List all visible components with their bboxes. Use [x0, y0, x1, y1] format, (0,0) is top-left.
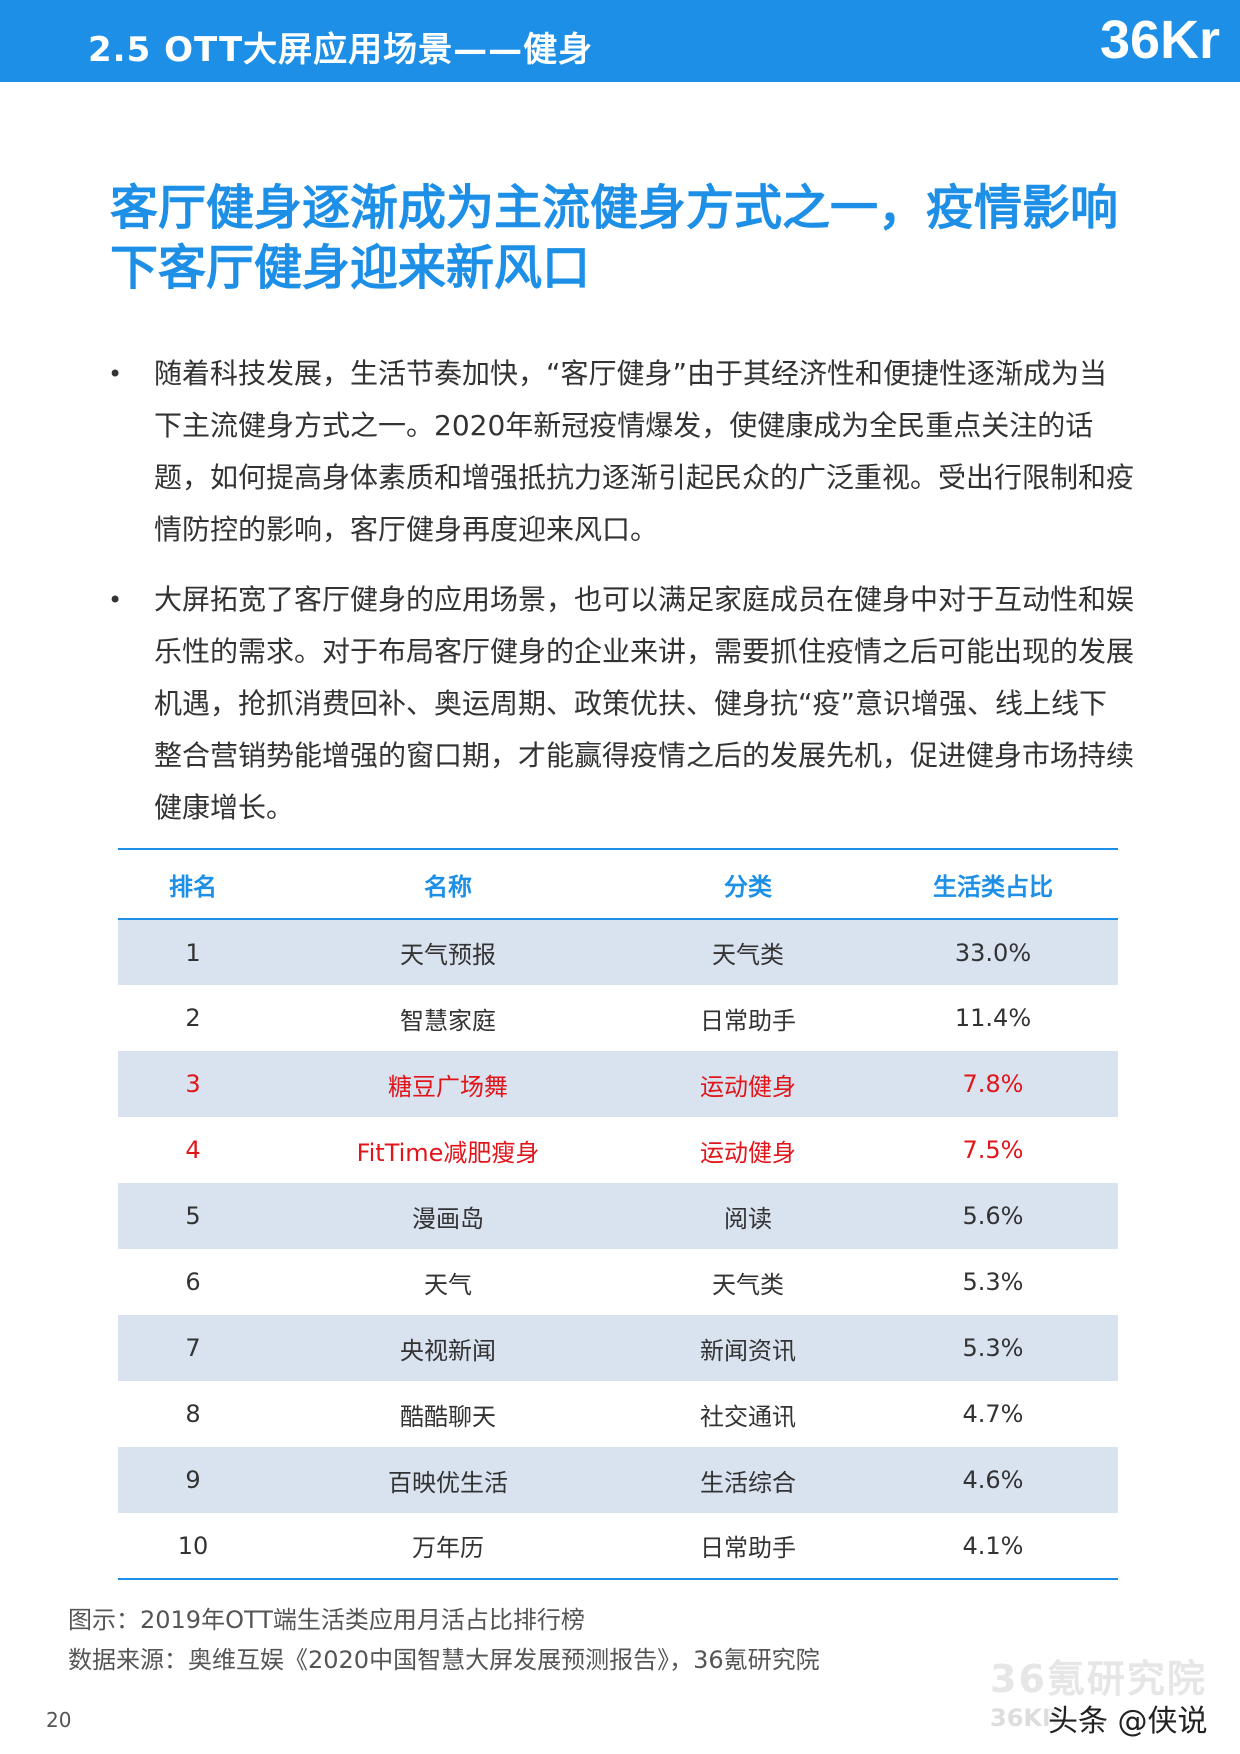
cell-rank: 9 [118, 1447, 268, 1513]
table-row: 10 万年历 日常助手 4.1% [118, 1513, 1118, 1579]
cell-rank: 8 [185, 1400, 201, 1428]
cell-name: 天气预报 [268, 919, 628, 985]
36kr-logo-icon: 36Kr [1100, 10, 1220, 70]
table-row: 9 百映优生活 生活综合 4.6% [118, 1447, 1118, 1513]
cell-share: 7.5% [962, 1136, 1024, 1164]
cell-share: 4.1% [962, 1531, 1024, 1560]
cell-share: 11.4% [954, 1004, 1032, 1032]
cell-share: 4.7% [962, 1400, 1024, 1428]
column-header-category: 分类 [628, 849, 868, 920]
cell-name: 天气 [424, 1270, 472, 1299]
cell-category: 社交通讯 [700, 1402, 796, 1431]
cell-category: 天气类 [628, 919, 868, 985]
table-row: 8 酷酷聊天 社交通讯 4.7% [118, 1381, 1118, 1447]
cell-category: 天气类 [712, 1270, 784, 1299]
cell-rank: 6 [185, 1268, 201, 1296]
cell-category: 运动健身 [628, 1051, 868, 1117]
caption-figure: 图示：2019年OTT端生活类应用月活占比排行榜 [68, 1606, 585, 1634]
cell-category: 日常助手 [700, 1006, 796, 1035]
column-header-name: 名称 [268, 849, 628, 920]
social-watermark: 头条 @侠说 [1048, 1696, 1208, 1740]
column-header-share: 生活类占比 [868, 849, 1118, 920]
bullet-list: • 随着科技发展，生活节奏加快，“客厅健身”由于其经济性和便捷性逐渐成为当下主流… [104, 348, 1134, 852]
cell-name: FitTime减肥瘦身 [356, 1138, 540, 1167]
cell-category: 日常助手 [700, 1534, 796, 1562]
bullet-dot-icon: • [108, 586, 123, 614]
watermark-text: 36氪研究院 [990, 1657, 1207, 1701]
cell-category: 阅读 [628, 1183, 868, 1249]
page-title: 客厅健身逐渐成为主流健身方式之一，疫情影响下客厅健身迎来新风口 [110, 180, 1119, 296]
cell-name: 糖豆广场舞 [268, 1051, 628, 1117]
table-row: 5 漫画岛 阅读 5.6% [118, 1183, 1118, 1249]
cell-rank: 3 [118, 1051, 268, 1117]
cell-category: 新闻资讯 [628, 1315, 868, 1381]
caption-source: 数据来源：奥维互娱《2020中国智慧大屏发展预测报告》，36氪研究院 [68, 1646, 820, 1674]
bullet-text: 随着科技发展，生活节奏加快，“客厅健身”由于其经济性和便捷性逐渐成为当下主流健身… [154, 357, 1135, 546]
cell-name: 百映优生活 [268, 1447, 628, 1513]
cell-name: 央视新闻 [268, 1315, 628, 1381]
cell-share: 33.0% [868, 919, 1118, 985]
column-header-rank: 排名 [118, 849, 268, 920]
cell-rank: 7 [118, 1315, 268, 1381]
section-title: 2.5 OTT大屏应用场景——健身 [88, 30, 594, 70]
bullet-text: 大屏拓宽了客厅健身的应用场景，也可以满足家庭成员在健身中对于互动性和娱乐性的需求… [154, 583, 1135, 824]
table-row: 1 天气预报 天气类 33.0% [118, 919, 1118, 985]
table-row-highlighted: 4 FitTime减肥瘦身 运动健身 7.5% [118, 1117, 1118, 1183]
figure-caption: 图示：2019年OTT端生活类应用月活占比排行榜 数据来源：奥维互娱《2020中… [68, 1600, 820, 1680]
table-row: 7 央视新闻 新闻资讯 5.3% [118, 1315, 1118, 1381]
cell-name: 万年历 [412, 1534, 484, 1562]
bullet-item: • 大屏拓宽了客厅健身的应用场景，也可以满足家庭成员在健身中对于互动性和娱乐性的… [104, 574, 1134, 834]
cell-name: 漫画岛 [268, 1183, 628, 1249]
header-bar: 2.5 OTT大屏应用场景——健身 36Kr [0, 0, 1240, 82]
table-row-highlighted: 3 糖豆广场舞 运动健身 7.8% [118, 1051, 1118, 1117]
cell-rank: 1 [118, 919, 268, 985]
table-row: 6 天气 天气类 5.3% [118, 1249, 1118, 1315]
cell-share: 4.6% [868, 1447, 1118, 1513]
cell-share: 5.6% [868, 1183, 1118, 1249]
logo-text: 36Kr [1100, 10, 1220, 70]
bullet-item: • 随着科技发展，生活节奏加快，“客厅健身”由于其经济性和便捷性逐渐成为当下主流… [104, 348, 1134, 556]
cell-share: 5.3% [962, 1268, 1024, 1296]
cell-name: 酷酷聊天 [400, 1402, 496, 1431]
cell-category: 运动健身 [700, 1138, 796, 1167]
ranking-table: 排名 名称 分类 生活类占比 1 天气预报 天气类 33.0% 2 智慧家庭 日… [118, 848, 1118, 1580]
table-row: 2 智慧家庭 日常助手 11.4% [118, 985, 1118, 1051]
cell-rank: 2 [185, 1004, 201, 1032]
cell-name: 智慧家庭 [400, 1006, 496, 1035]
cell-category: 生活综合 [628, 1447, 868, 1513]
cell-rank: 10 [177, 1531, 209, 1560]
cell-share: 5.3% [868, 1315, 1118, 1381]
table-header-row: 排名 名称 分类 生活类占比 [118, 849, 1118, 920]
cell-rank: 5 [118, 1183, 268, 1249]
cell-rank: 4 [185, 1136, 201, 1164]
cell-share: 7.8% [868, 1051, 1118, 1117]
page-number: 20 [46, 1708, 72, 1732]
bullet-dot-icon: • [108, 360, 123, 388]
